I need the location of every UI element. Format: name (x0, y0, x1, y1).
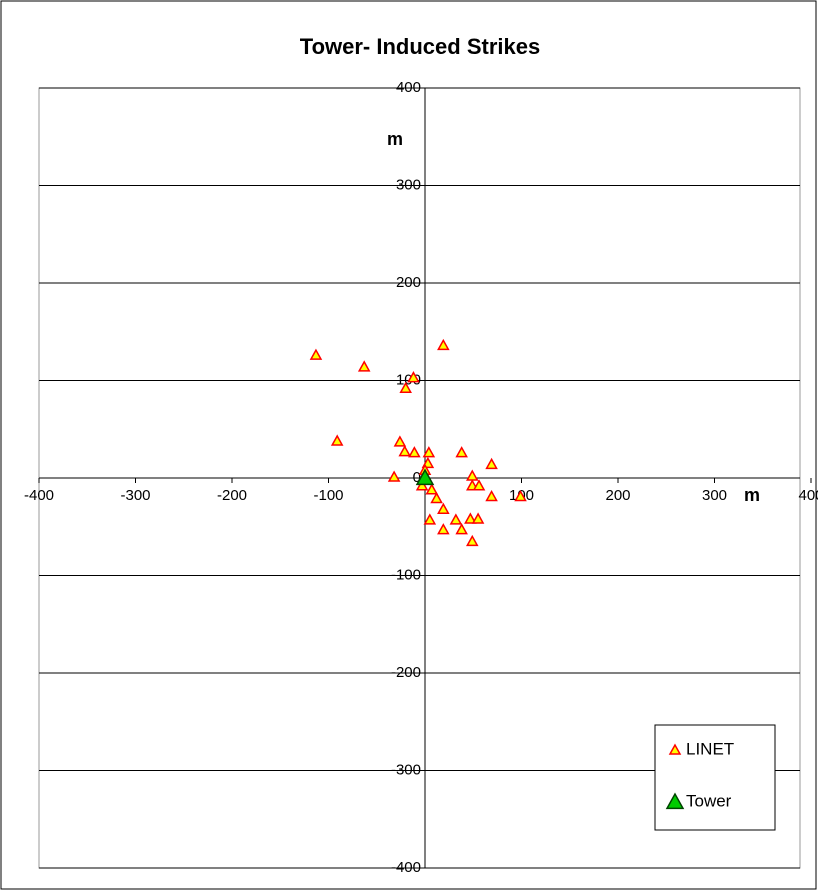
x-tick-label: 300 (702, 487, 727, 504)
legend-box (654, 724, 776, 831)
marker (399, 381, 412, 394)
marker (408, 446, 421, 458)
marker (455, 523, 468, 535)
marker (485, 457, 498, 470)
y-tick-label: 400 (396, 79, 421, 96)
y-axis-label: m (387, 129, 403, 149)
marker (471, 512, 485, 524)
x-tick-label: -100 (313, 487, 343, 504)
y-tick-label: -300 (391, 761, 421, 778)
y-tick-label: 0 (413, 469, 421, 486)
marker (514, 489, 527, 502)
marker (466, 534, 479, 547)
legend-marker (665, 792, 685, 810)
legend-marker (668, 743, 682, 755)
marker (430, 491, 443, 504)
x-axis-label: m (744, 485, 760, 505)
marker (425, 483, 439, 495)
marker (437, 338, 450, 351)
x-tick-label: -400 (24, 487, 54, 504)
y-tick-label: -200 (391, 664, 421, 681)
marker (357, 360, 371, 372)
x-tick-label: 400 (798, 487, 818, 504)
marker (415, 479, 429, 491)
marker (437, 502, 450, 514)
marker (472, 479, 486, 491)
chart-title: Tower- Induced Strikes (300, 34, 540, 59)
marker (455, 446, 468, 458)
legend: LINET Tower (654, 724, 776, 831)
marker (415, 468, 435, 486)
marker (407, 371, 420, 383)
marker (309, 348, 323, 360)
marker (437, 523, 450, 535)
x-tick-label: 200 (605, 487, 630, 504)
x-tick-label: -300 (120, 487, 150, 504)
marker (393, 435, 407, 447)
marker (330, 434, 344, 446)
y-tick-label: -400 (391, 859, 421, 876)
y-tick-label: 300 (396, 176, 421, 193)
y-tick-label: -100 (391, 566, 421, 583)
marker (387, 470, 401, 482)
marker (464, 512, 477, 524)
marker (422, 446, 436, 458)
legend-label: Tower (686, 791, 732, 810)
marker (423, 513, 437, 525)
x-tick-label: -200 (217, 487, 247, 504)
marker (485, 489, 498, 502)
marker (398, 445, 412, 457)
y-tick-label: 200 (396, 274, 421, 291)
legend-label: LINET (686, 739, 734, 758)
marker (449, 513, 463, 525)
